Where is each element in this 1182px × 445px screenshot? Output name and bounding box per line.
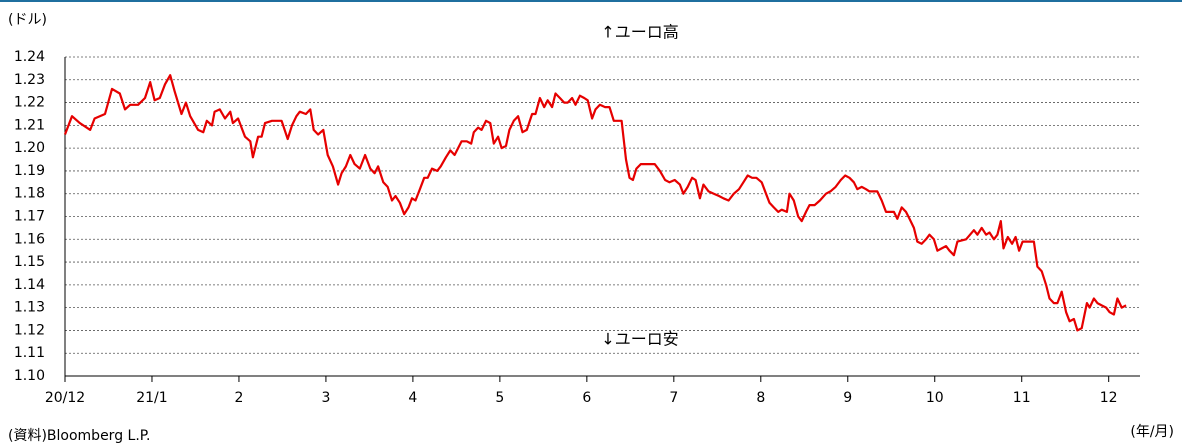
- x-tick-label: 6: [582, 390, 591, 406]
- x-tick-label: 11: [1013, 390, 1031, 406]
- y-tick-label: 1.18: [14, 186, 45, 202]
- data-line: [63, 74, 1127, 332]
- x-tick-label: 12: [1100, 390, 1118, 406]
- y-tick-label: 1.19: [14, 163, 45, 179]
- x-tick-label: 8: [756, 390, 765, 406]
- y-tick-label: 1.22: [14, 95, 45, 111]
- x-tick-label: 7: [669, 390, 678, 406]
- y-tick-label: 1.15: [14, 254, 45, 270]
- x-tick-label: 2: [234, 390, 243, 406]
- y-tick-label: 1.23: [14, 72, 45, 88]
- x-tick-label: 3: [321, 390, 330, 406]
- x-tick-label: 21/1: [136, 390, 167, 406]
- y-tick-label: 1.16: [14, 231, 45, 247]
- x-tick-label: 9: [843, 390, 852, 406]
- x-axis-label: (年/月): [1130, 424, 1174, 440]
- annotation: ↑ユーロ高: [601, 23, 678, 42]
- x-tick-label: 4: [408, 390, 417, 406]
- x-tick-label: 20/12: [45, 390, 85, 406]
- y-tick-label: 1.13: [14, 300, 45, 316]
- y-tick-label: 1.24: [14, 49, 45, 65]
- y-tick-label: 1.21: [14, 117, 45, 133]
- y-tick-label: 1.17: [14, 209, 45, 225]
- y-tick-label: 1.14: [14, 277, 45, 293]
- y-tick-label: 1.20: [14, 140, 45, 156]
- x-tick-label: 10: [926, 390, 944, 406]
- annotation: ↓ユーロ安: [601, 330, 678, 349]
- source: (資料)Bloomberg L.P.: [8, 428, 151, 444]
- x-tick-label: 5: [495, 390, 504, 406]
- y-axis-label: (ドル): [8, 12, 47, 28]
- y-tick-label: 1.11: [14, 345, 45, 361]
- y-tick-label: 1.12: [14, 322, 45, 338]
- y-tick-label: 1.10: [14, 368, 45, 384]
